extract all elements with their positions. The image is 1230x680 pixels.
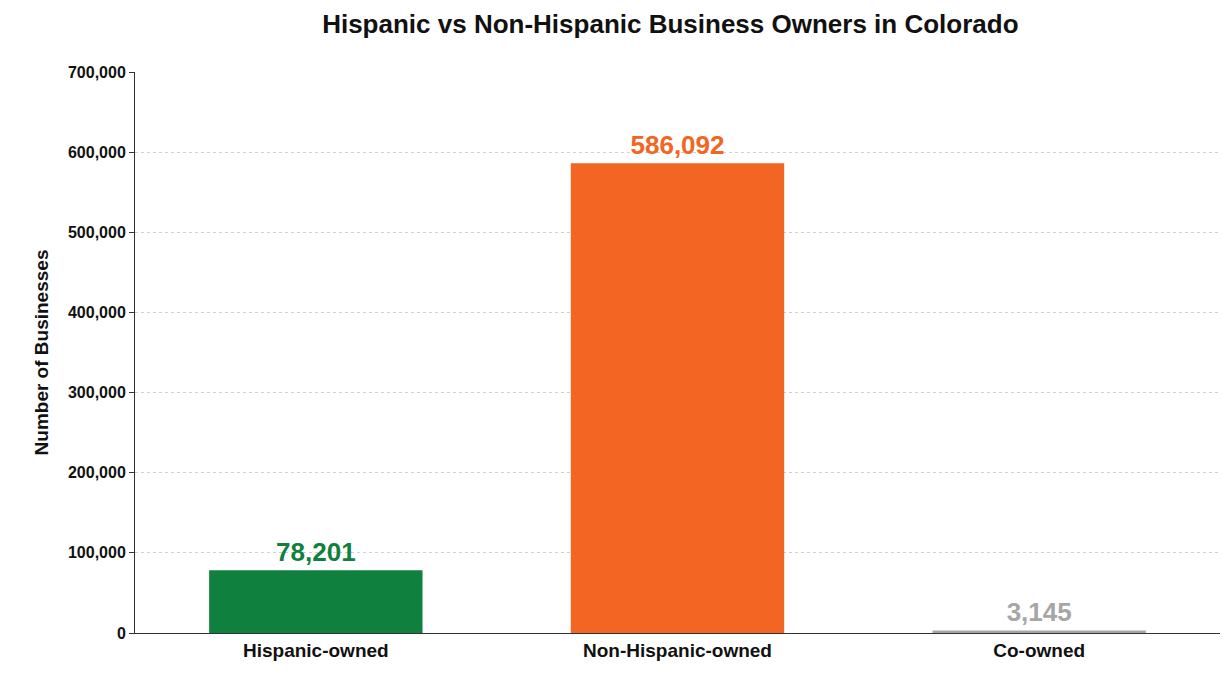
svg-text:Non-Hispanic-owned: Non-Hispanic-owned [583,640,772,661]
svg-text:Co-owned: Co-owned [993,640,1085,661]
svg-text:3,145: 3,145 [1007,597,1072,627]
svg-text:Hispanic-owned: Hispanic-owned [243,640,389,661]
svg-text:Number of Businesses: Number of Businesses [31,250,52,456]
svg-text:300,000: 300,000 [68,384,126,401]
svg-text:600,000: 600,000 [68,144,126,161]
svg-text:586,092: 586,092 [631,130,725,160]
svg-text:500,000: 500,000 [68,224,126,241]
svg-text:700,000: 700,000 [68,64,126,81]
svg-text:200,000: 200,000 [68,464,126,481]
svg-text:100,000: 100,000 [68,544,126,561]
svg-text:0: 0 [117,625,126,642]
svg-text:400,000: 400,000 [68,304,126,321]
svg-text:78,201: 78,201 [276,537,356,567]
svg-text:Hispanic vs Non-Hispanic Busin: Hispanic vs Non-Hispanic Business Owners… [322,9,1018,39]
